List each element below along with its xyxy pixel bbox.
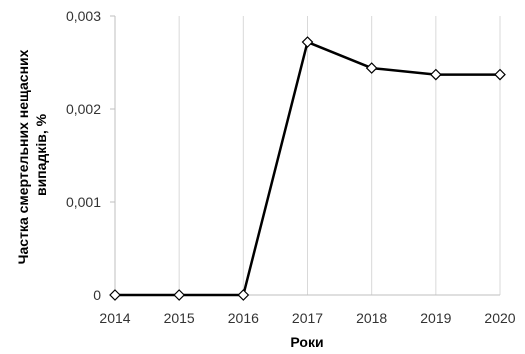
- grid-layer: [179, 16, 500, 295]
- y-tick-label: 0: [93, 287, 101, 303]
- data-point-2018: [367, 63, 377, 73]
- y-tick-label: 0,001: [66, 194, 101, 210]
- y-tick-label: 0,002: [66, 101, 101, 117]
- x-tick-label: 2014: [99, 310, 130, 326]
- y-axis-title-line-1: Частка смертельних нещасних: [15, 49, 31, 264]
- x-tick-label: 2018: [356, 310, 387, 326]
- y-tick-label: 0,003: [66, 8, 101, 24]
- y-axis-title: Частка смертельних нещасних випадків, %: [15, 46, 49, 265]
- data-point-2015: [174, 290, 184, 300]
- data-point-2020: [495, 70, 505, 80]
- x-tick-label: 2019: [420, 310, 451, 326]
- tick-labels: 0 0,001 0,002 0,003 2014 2015 2016 2017 2018 2019…: [66, 8, 516, 326]
- x-tick-label: 2015: [164, 310, 195, 326]
- x-axis-title: Роки: [290, 334, 323, 350]
- axis-layer: [110, 16, 500, 295]
- x-tick-label: 2020: [484, 310, 515, 326]
- x-tick-label: 2017: [292, 310, 323, 326]
- data-point-2019: [431, 70, 441, 80]
- data-point-2016: [238, 290, 248, 300]
- data-point-2014: [110, 290, 120, 300]
- y-axis-title-line-2: випадків, %: [33, 113, 49, 196]
- data-point-2017: [303, 37, 313, 47]
- x-tick-label: 2016: [228, 310, 259, 326]
